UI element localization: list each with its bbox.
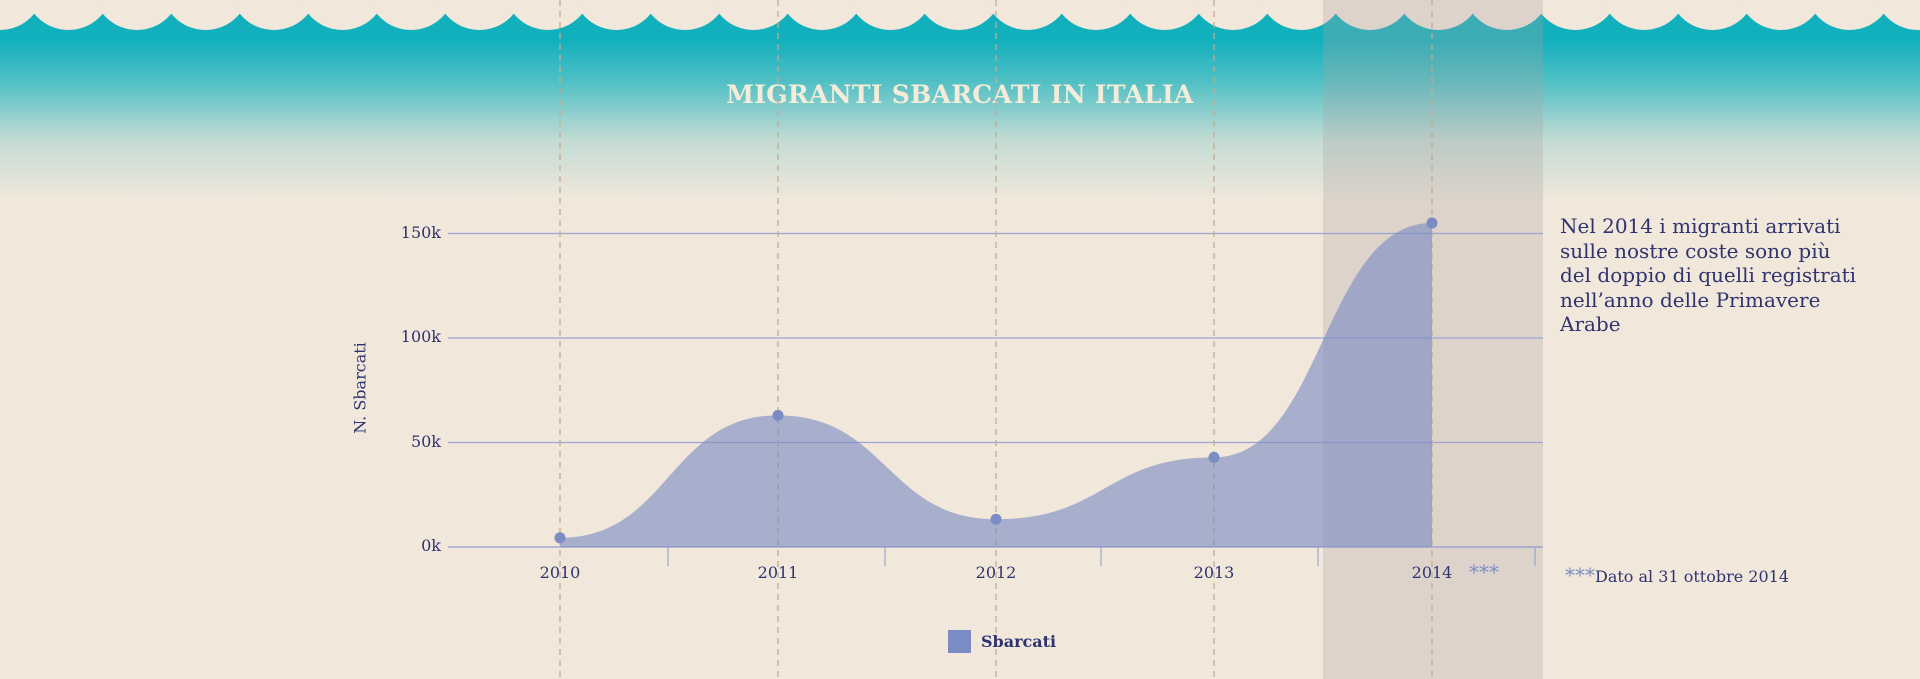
wave-scallop — [1876, 0, 1920, 30]
wave-scallop — [26, 0, 111, 30]
wave-scallop — [917, 0, 1001, 30]
x-tick-text: 2014 — [1411, 563, 1453, 582]
wave-scallop — [1191, 0, 1275, 30]
wave-scallop — [300, 0, 385, 30]
x-tick-label: 2014 *** — [1382, 560, 1499, 584]
x-tick-label: 2013 — [1164, 563, 1264, 582]
wave-scallop — [1396, 0, 1481, 30]
x-tick-label: 2011 — [728, 563, 828, 582]
y-tick-label: 0k — [421, 536, 441, 555]
wave-scallop — [1054, 0, 1138, 30]
y-axis-label: N. Sbarcati — [350, 342, 370, 434]
legend-swatch — [948, 630, 971, 653]
data-point — [1426, 217, 1438, 229]
footnote-text: Dato al 31 ottobre 2014 — [1595, 567, 1789, 586]
data-point — [1208, 451, 1220, 463]
footnote: ***Dato al 31 ottobre 2014 — [1565, 563, 1789, 587]
x-tick-label: 2010 — [510, 563, 610, 582]
y-tick-label: 50k — [410, 431, 441, 451]
wave-scallop — [985, 0, 1070, 30]
y-tick-label: 150k — [400, 222, 441, 242]
annotation-text: Nel 2014 i migranti arrivati sulle nostr… — [1560, 214, 1857, 336]
data-point — [554, 532, 566, 544]
y-tick-label: 100k — [400, 327, 441, 346]
wave-scallop — [1465, 0, 1549, 30]
x-tick-text: 2013 — [1193, 563, 1235, 582]
wave-scallop — [848, 0, 933, 30]
wave-scallop — [369, 0, 453, 30]
data-point — [772, 409, 784, 421]
x-tick-text: 2012 — [975, 563, 1017, 582]
x-tick-marker: *** — [1469, 560, 1499, 584]
footnote-marker: *** — [1565, 563, 1595, 587]
wave-scallop — [1533, 0, 1618, 30]
series-area-sbarcati — [560, 223, 1432, 548]
x-tick-label: 2012 — [946, 563, 1046, 582]
wave-scallop — [1122, 0, 1207, 30]
wave-border — [0, 0, 1920, 30]
x-tick-text: 2010 — [539, 563, 581, 582]
wave-scallop — [506, 0, 590, 30]
legend-label: Sbarcati — [981, 632, 1057, 651]
chart-title: MIGRANTI SBARCATI IN ITALIA — [726, 80, 1194, 109]
wave-scallop — [95, 0, 179, 30]
wave-scallop — [437, 0, 522, 30]
wave-scallop — [1259, 0, 1344, 30]
wave-scallop — [1739, 0, 1823, 30]
wave-scallop — [1670, 0, 1755, 30]
wave-scallop — [643, 0, 727, 30]
wave-scallop — [711, 0, 796, 30]
wave-scallop — [1807, 0, 1892, 30]
sea-background — [0, 0, 1920, 200]
wave-scallop — [232, 0, 316, 30]
wave-scallop — [780, 0, 864, 30]
wave-scallop — [1328, 0, 1412, 30]
wave-scallop — [1602, 0, 1686, 30]
wave-scallop — [574, 0, 659, 30]
legend[interactable]: Sbarcati — [948, 630, 1056, 653]
wave-scallop — [163, 0, 248, 30]
x-tick-text: 2011 — [757, 563, 799, 582]
data-point — [990, 513, 1002, 525]
